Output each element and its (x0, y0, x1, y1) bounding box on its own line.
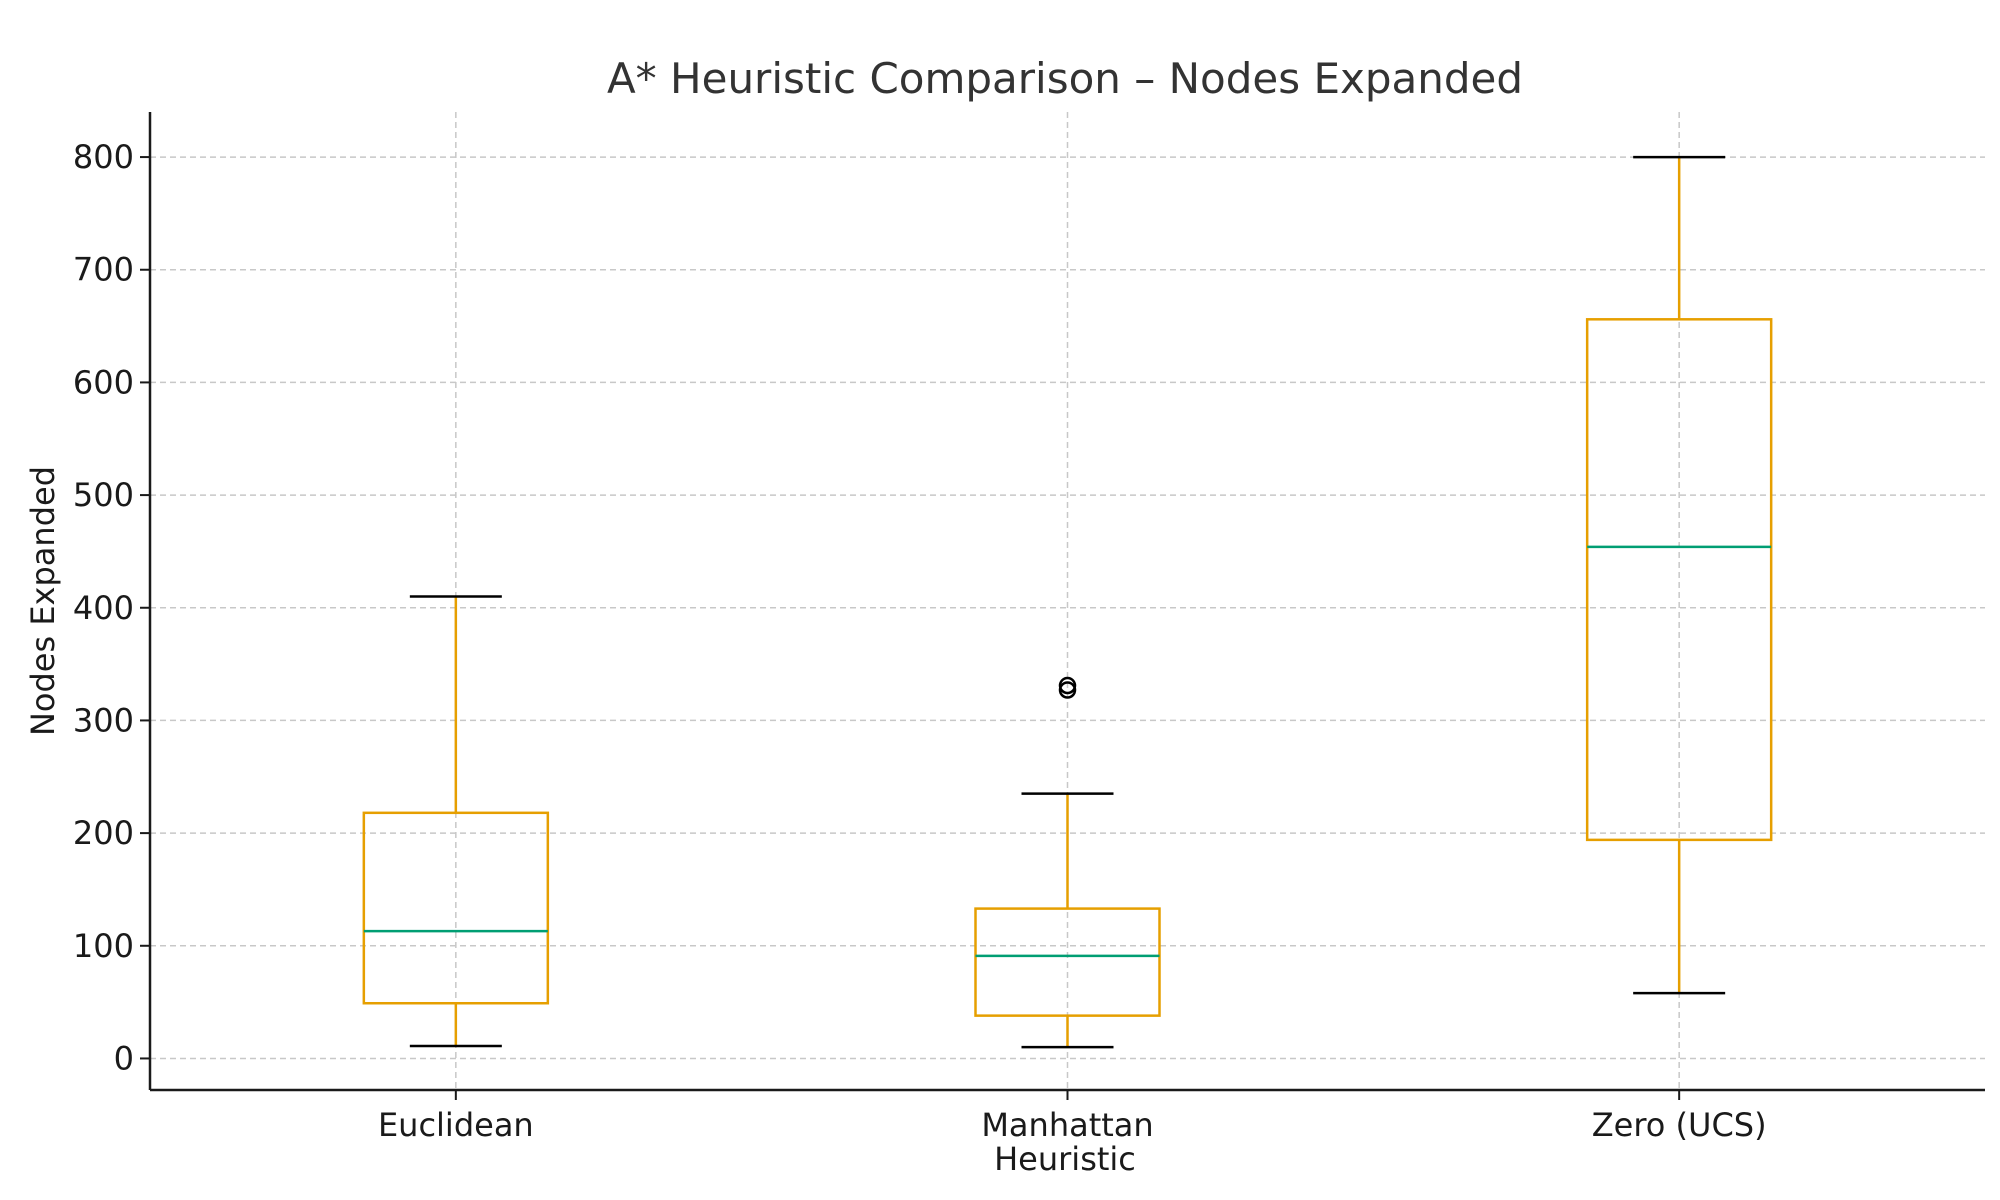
iqr-box (362, 811, 550, 1005)
y-tick-label: 400 (73, 589, 134, 627)
chart-title: A* Heuristic Comparison – Nodes Expanded (607, 54, 1523, 103)
iqr-box (974, 907, 1161, 1017)
y-tick-label: 100 (73, 927, 134, 965)
x-tick-label: Zero (UCS) (1592, 1106, 1767, 1144)
y-tick-label: 200 (73, 814, 134, 852)
y-tick-label: 700 (73, 251, 134, 289)
x-tick-label: Manhattan (981, 1106, 1153, 1144)
x-axis-label: Heuristic (994, 1140, 1136, 1178)
y-tick-label: 800 (73, 138, 134, 176)
outlier-point (1058, 676, 1077, 695)
box-euclidean (362, 595, 550, 1048)
box-zero-ucs (1585, 155, 1773, 995)
tick-labels: 0 100 200 300 400 500 600 700 800 Euclidean Manhat… (73, 138, 1767, 1144)
x-tick-label: Euclidean (378, 1106, 534, 1144)
y-tick-label: 300 (73, 701, 134, 739)
y-axis-label: Nodes Expanded (24, 466, 62, 736)
boxes (362, 155, 1773, 1049)
y-tick-label: 600 (73, 363, 134, 401)
y-tick-label: 500 (73, 476, 134, 514)
box-manhattan (974, 676, 1161, 1049)
iqr-box (1585, 318, 1773, 842)
y-tick-label: 0 (114, 1039, 134, 1077)
grid-lines (150, 112, 1985, 1090)
